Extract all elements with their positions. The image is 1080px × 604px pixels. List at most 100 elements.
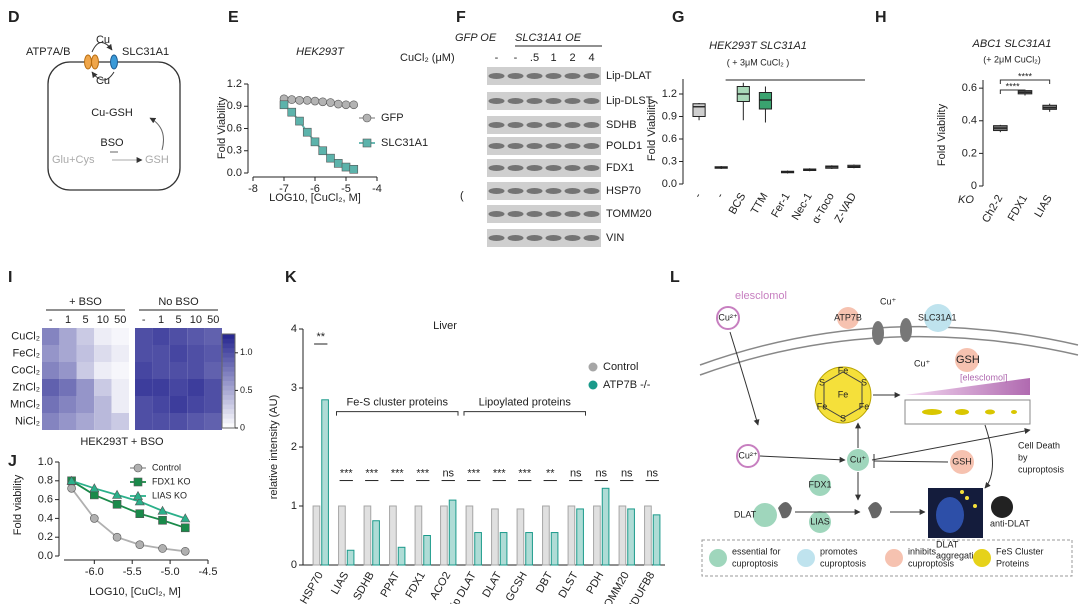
- band: [583, 98, 600, 104]
- bar: [516, 508, 525, 566]
- row-label: FeCl₂: [13, 347, 41, 359]
- protein-icon: [868, 502, 882, 519]
- x-tick-label: -6.0: [85, 566, 104, 578]
- lane-label: -: [495, 52, 499, 64]
- heat-cell: [187, 345, 205, 362]
- column-label: 50: [207, 314, 219, 326]
- antibody-icon: [991, 496, 1013, 518]
- significance-bracket: [999, 89, 1026, 94]
- y-tick-label: 0.9: [662, 110, 677, 122]
- blot-strip: [487, 67, 601, 85]
- colorbar-frame: [221, 333, 236, 429]
- legend-label: inhibits: [908, 546, 937, 556]
- legend-swatch: [797, 549, 815, 567]
- row-label: MnCl₂: [10, 398, 40, 410]
- heat-cell: [169, 328, 188, 345]
- y-tick-label: 0.3: [227, 145, 242, 157]
- legend-swatch: [133, 463, 143, 473]
- fes-cluster: [823, 371, 863, 419]
- legend-swatch: [709, 549, 727, 567]
- band: [564, 73, 581, 79]
- data-point: [302, 127, 312, 137]
- legend-label: Proteins: [996, 558, 1030, 568]
- row-label: TOMM20: [606, 208, 652, 220]
- box-body: [758, 92, 773, 110]
- data-point: [112, 532, 122, 542]
- blot-strip: [487, 137, 601, 155]
- lane-label: -: [514, 52, 518, 64]
- band: [488, 122, 505, 128]
- heat-cell: [187, 379, 205, 396]
- band: [583, 122, 600, 128]
- heat-cell: [42, 396, 60, 413]
- band: [507, 73, 524, 79]
- band: [526, 73, 543, 79]
- x-tick-label: -5.0: [161, 566, 180, 578]
- bar: [593, 505, 601, 566]
- colorbar-step: [222, 352, 235, 358]
- panel-letter: D: [8, 9, 20, 26]
- essential-icon: [847, 449, 869, 471]
- row-label: NiCl₂: [15, 415, 40, 427]
- y-tick-label: 0.2: [38, 531, 53, 543]
- legend-label: LIAS KO: [152, 490, 187, 500]
- legend-label: ATP7B -/-: [603, 379, 651, 391]
- row-label: POLD1: [606, 140, 642, 152]
- y-tick-label: 4: [291, 323, 297, 335]
- inhibition-line: [873, 460, 949, 463]
- column-label: 5: [82, 314, 88, 326]
- panel-f: F GFP OE SLC31A1 OE CuCl₂ (μM) (: [400, 9, 602, 202]
- x-tick-label: -5: [341, 183, 351, 195]
- colorbar-step: [222, 409, 235, 415]
- x-tick-label: -5.5: [123, 566, 142, 578]
- panel-letter: J: [8, 453, 17, 470]
- heat-cell: [76, 413, 95, 430]
- data-point: [295, 96, 304, 105]
- significance-label: ***: [340, 467, 354, 479]
- y-tick-label: 0.3: [662, 155, 677, 167]
- data-point: [180, 513, 191, 523]
- data-point: [333, 159, 343, 168]
- gradient-wedge: [905, 378, 1030, 395]
- label: BSO: [100, 137, 124, 149]
- heat-cell: [94, 396, 112, 413]
- y-tick-label: 0.6: [227, 122, 242, 134]
- drug-icon: [716, 306, 740, 330]
- label: Cu-GSH: [91, 107, 133, 119]
- legend-label: FeS Cluster: [996, 546, 1044, 556]
- label: FDX1: [808, 479, 831, 489]
- data-point: [135, 540, 145, 550]
- data-point: [341, 100, 351, 110]
- bar: [652, 514, 661, 566]
- band: [583, 188, 600, 194]
- arrow: [149, 117, 164, 151]
- y-tick-label: 2: [291, 441, 297, 453]
- heat-cell: [111, 345, 129, 362]
- data-point: [318, 97, 328, 107]
- band: [583, 165, 600, 171]
- inhibits-icon: [955, 348, 979, 372]
- colorbar-step: [222, 413, 235, 420]
- panel-l: L elesclomol Cu²⁺ Cu²⁺ ATP7B SLC31A1 Cu⁺…: [670, 269, 1079, 577]
- bar: [389, 505, 397, 566]
- label: SLC31A1: [918, 312, 957, 322]
- y-tick-label: 0.8: [38, 475, 53, 487]
- label: GSH: [956, 354, 980, 366]
- series-line: [71, 479, 186, 520]
- blot-strip: [487, 92, 601, 110]
- band: [583, 143, 600, 149]
- band: [526, 165, 543, 171]
- band: [564, 143, 581, 149]
- data-point: [66, 475, 77, 485]
- atom: Fe: [859, 401, 870, 411]
- panel-letter: I: [8, 269, 12, 286]
- y-tick-label: 0: [291, 559, 297, 571]
- y-tick-label: 0.4: [962, 115, 977, 127]
- x-tick-label: -4.5: [199, 566, 218, 578]
- label: Glu+Cys: [52, 154, 95, 166]
- heat-cell: [59, 345, 77, 362]
- drug-label: elesclomol: [735, 290, 787, 302]
- y-tick-label: 1: [291, 500, 297, 512]
- row-label: Lip-DLAT: [606, 70, 652, 82]
- box-body: [692, 103, 706, 117]
